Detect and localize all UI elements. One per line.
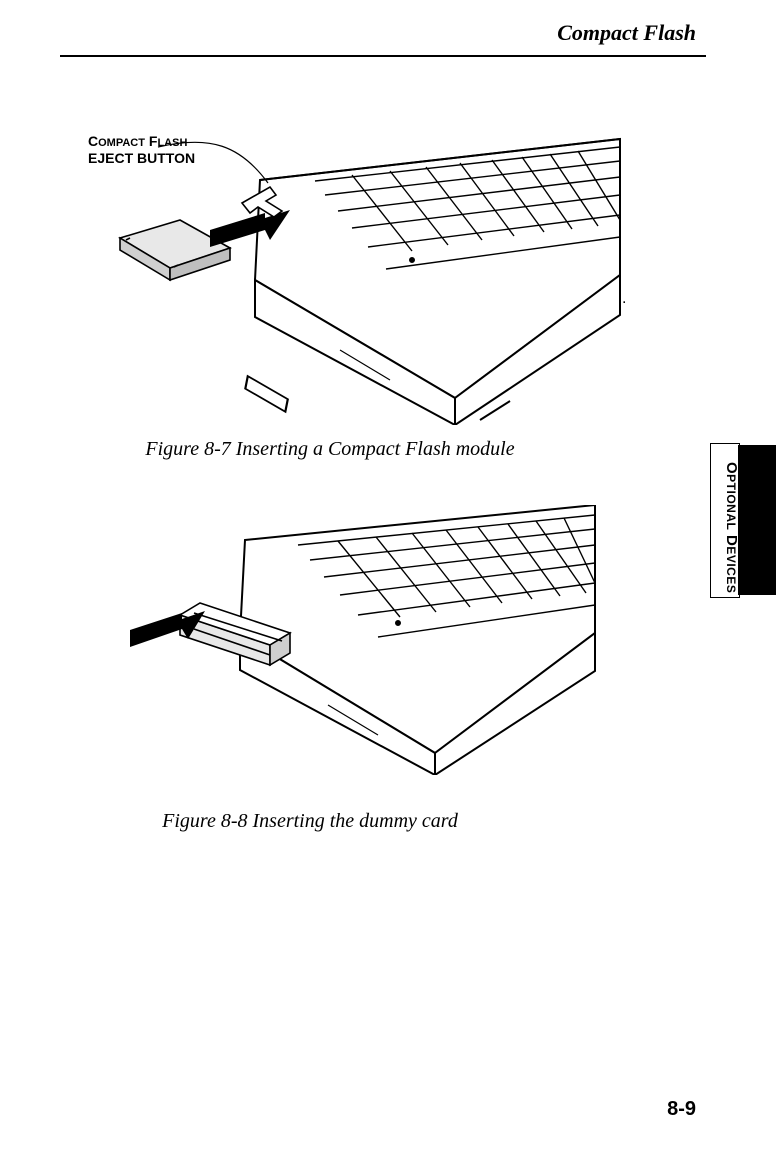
- eject-button-callout: COMPACT FLASH EJECT BUTTON: [88, 133, 195, 166]
- insert-arrow-icon: [130, 611, 205, 647]
- section-header: Compact Flash: [557, 20, 696, 46]
- header-rule: [60, 55, 706, 57]
- figure-8-7-caption: Figure 8-7 Inserting a Compact Flash mod…: [100, 438, 560, 461]
- figure-8-8-caption: Figure 8-8 Inserting the dummy card: [110, 810, 510, 833]
- thumb-tab: [738, 445, 776, 595]
- page: Compact Flash COMPACT FLASH EJECT BUTTON: [0, 0, 776, 1161]
- figure-8-8: [100, 505, 600, 775]
- svg-text:.: .: [622, 290, 626, 307]
- page-number: 8-9: [667, 1098, 696, 1121]
- laptop-insert-dummy-illustration: [100, 505, 600, 775]
- chapter-tab-label: OPTIONAL DEVICES: [710, 448, 740, 608]
- figure-8-7: COMPACT FLASH EJECT BUTTON: [90, 125, 630, 425]
- laptop-insert-cf-illustration: .: [90, 125, 630, 425]
